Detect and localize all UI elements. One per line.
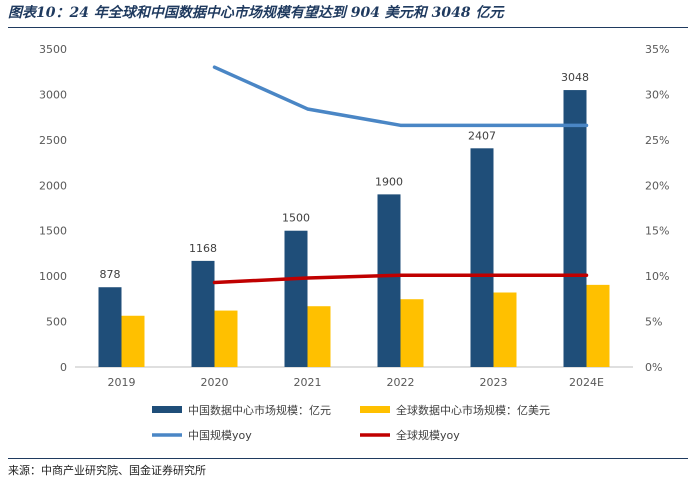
china-bar [563,90,587,367]
y2-tick-label: 15% [645,225,669,238]
y-tick-label: 2000 [39,179,67,192]
y-tick-label: 0 [60,361,67,374]
global-bar [214,310,238,367]
y2-tick-label: 10% [645,270,669,283]
legend-swatch [152,406,182,413]
x-tick-label: 2019 [108,376,136,389]
lines [212,65,589,285]
bars: 878 1168 1500 1900 2407 3048 [98,71,610,367]
x-tick-label: 2021 [294,376,322,389]
y-tick-label: 1500 [39,225,67,238]
global-bar [121,315,145,367]
x-tick-label: 2024E [569,376,604,389]
y2-tick-label: 25% [645,134,669,147]
y-tick-label: 3500 [39,43,67,56]
x-tick-label: 2022 [387,376,415,389]
global-bar [307,306,331,367]
y2-tick-label: 30% [645,88,669,101]
china-bar [470,148,494,367]
legend-label: 中国数据中心市场规模：亿元 [188,403,331,417]
china-yoy-line [212,65,589,128]
y-tick-label: 1000 [39,270,67,283]
y2-tick-label: 20% [645,179,669,192]
global-bar [493,292,517,367]
bar-data-label: 1900 [375,175,403,188]
y2-tick-label: 35% [645,43,669,56]
source-divider [8,458,688,459]
legend-label: 全球数据中心市场规模：亿美元 [396,403,550,417]
bar-data-label: 2407 [468,129,496,142]
china-bar [377,194,401,367]
bar-data-label: 878 [100,268,121,281]
y-tick-label: 3000 [39,88,67,101]
x-tick-label: 2020 [201,376,229,389]
figure-source: 来源：中商产业研究院、国金证券研究所 [8,464,206,477]
y2-tick-label: 5% [645,316,662,329]
legend-label: 全球规模yoy [396,428,460,442]
axes: 0 500 1000 1500 2000 2500 3000 3500 0% 5% 10% 15% 20… [39,43,669,389]
figure-title: 图表10：24 年全球和中国数据中心市场规模有望达到 904 美元和 3048 … [8,5,504,21]
global-yoy-line [212,273,589,285]
legend-swatch [360,406,390,413]
y-tick-label: 500 [46,316,67,329]
title-divider [8,27,688,28]
china-bar [191,260,215,367]
y2-tick-label: 0% [645,361,662,374]
china-bar [284,230,308,367]
china-bar [98,287,122,367]
x-tick-label: 2023 [480,376,508,389]
bar-data-label: 3048 [561,71,589,84]
legend-label: 中国规模yoy [188,428,252,442]
global-bar [586,284,610,367]
bar-data-label: 1500 [282,212,310,225]
bar-data-label: 1168 [189,242,217,255]
global-bar [400,299,424,367]
y-tick-label: 2500 [39,134,67,147]
